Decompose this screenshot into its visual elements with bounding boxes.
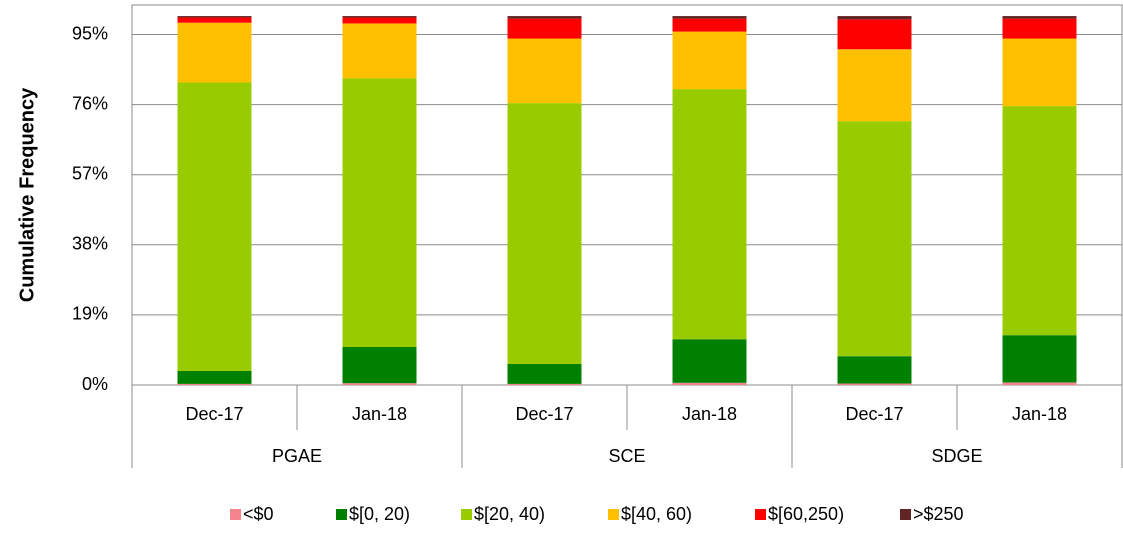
x-tick-label: Dec-17: [845, 404, 903, 424]
y-tick-label: 38%: [72, 234, 108, 254]
legend-swatch: [461, 509, 472, 520]
bar-segment: [507, 103, 582, 364]
bar-segment: [507, 16, 582, 19]
bar-segment: [342, 17, 417, 24]
legend-label: $[20, 40): [474, 504, 545, 524]
legend-label: <$0: [243, 504, 274, 524]
bar-segment: [837, 121, 912, 357]
y-tick-label: 95%: [72, 23, 108, 43]
bar-segment: [672, 339, 747, 383]
y-axis-title: Cumulative Frequency: [16, 87, 38, 302]
legend-label: $[0, 20): [349, 504, 410, 524]
plot-frame: [131, 4, 1123, 386]
group-label: PGAE: [272, 446, 322, 466]
bar-segment: [1002, 16, 1077, 19]
bar-segment: [342, 347, 417, 384]
legend-label: $[40, 60): [621, 504, 692, 524]
bar-segment: [507, 18, 582, 39]
legend-label: $[60,250): [768, 504, 844, 524]
group-label: SCE: [608, 446, 645, 466]
x-tick-label: Jan-18: [682, 404, 737, 424]
bar-segment: [672, 382, 747, 385]
bar-segment: [837, 383, 912, 385]
bar-segment: [1002, 38, 1077, 107]
bar-segment: [507, 38, 582, 104]
bar-segment: [1002, 335, 1077, 383]
bar-segment: [177, 22, 252, 83]
x-tick-label: Dec-17: [185, 404, 243, 424]
bar-segment: [177, 383, 252, 385]
bar-segment: [672, 16, 747, 19]
bar-segment: [1002, 106, 1077, 336]
bar-segment: [507, 383, 582, 385]
bar-segment: [177, 82, 252, 371]
bar-segment: [1002, 382, 1077, 385]
bar-segment: [1002, 18, 1077, 39]
legend-swatch: [900, 509, 911, 520]
bar-segment: [342, 383, 417, 385]
bar-segment: [837, 16, 912, 20]
bar-segment: [507, 363, 582, 384]
bar-segment: [837, 356, 912, 384]
y-tick-label: 76%: [72, 93, 108, 113]
x-tick-label: Jan-18: [352, 404, 407, 424]
bar-segment: [342, 23, 417, 79]
bar-segment: [672, 89, 747, 340]
legend-label: >$250: [913, 504, 964, 524]
x-tick-label: Dec-17: [515, 404, 573, 424]
bar-segment: [177, 370, 252, 384]
legend-swatch: [608, 509, 619, 520]
x-tick-label: Jan-18: [1012, 404, 1067, 424]
group-label: SDGE: [931, 446, 982, 466]
legend-swatch: [336, 509, 347, 520]
legend-swatch: [755, 509, 766, 520]
bar-segment: [177, 16, 252, 18]
bar-segment: [177, 17, 252, 23]
bar-segment: [672, 18, 747, 32]
bar-segment: [342, 78, 417, 347]
y-tick-label: 57%: [72, 163, 108, 183]
bar-segment: [672, 31, 747, 90]
legend-swatch: [230, 509, 241, 520]
y-tick-label: 0%: [82, 374, 108, 394]
bar-segment: [342, 16, 417, 18]
bar-segment: [837, 19, 912, 50]
bar-segment: [837, 49, 912, 122]
y-tick-label: 19%: [72, 304, 108, 324]
